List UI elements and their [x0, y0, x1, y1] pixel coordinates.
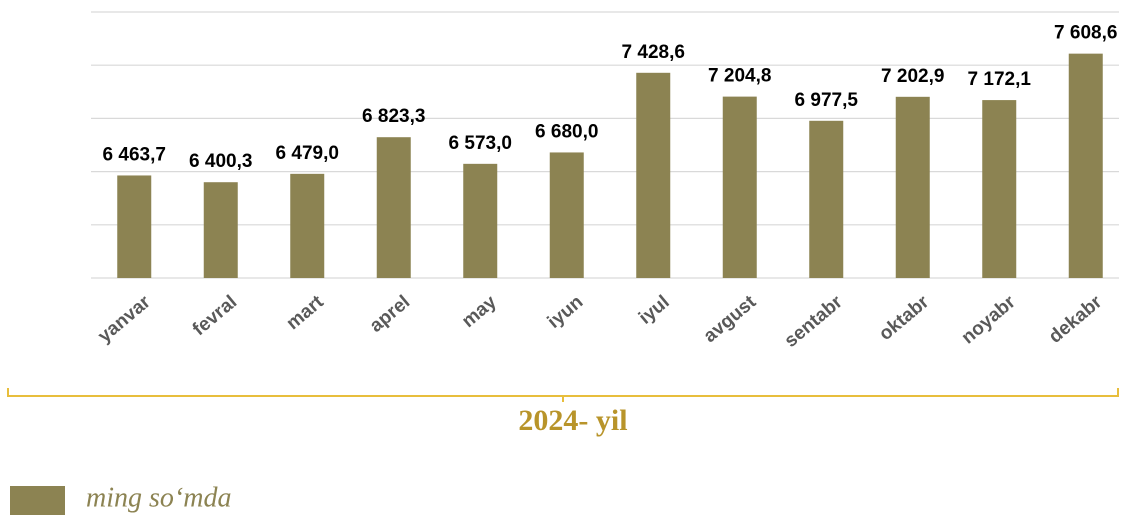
x-tick-label: fevral — [189, 292, 241, 341]
bar — [463, 163, 498, 278]
x-tick-label: mart — [283, 291, 329, 334]
legend-label: ming so‘mda — [86, 482, 231, 513]
x-tick-label: avgust — [700, 291, 761, 347]
x-tick-label: aprel — [366, 292, 414, 337]
bar — [376, 137, 411, 278]
value-label: 6 823,3 — [362, 106, 425, 127]
value-label: 6 463,7 — [103, 144, 166, 165]
value-label: 7 608,6 — [1054, 23, 1117, 44]
value-label: 7 428,6 — [622, 42, 685, 63]
value-label: 6 479,0 — [276, 143, 339, 164]
value-label: 7 204,8 — [708, 66, 771, 87]
x-tick-label: iyul — [635, 292, 674, 329]
bar — [722, 96, 757, 278]
bar — [549, 152, 584, 278]
bar — [1068, 53, 1103, 278]
value-label: 6 977,5 — [795, 90, 859, 111]
bar — [290, 173, 325, 278]
bar — [809, 120, 844, 278]
legend-swatch — [10, 486, 65, 515]
bar — [895, 96, 930, 279]
value-label: 6 400,3 — [189, 151, 252, 172]
value-label: 7 202,9 — [881, 66, 944, 87]
x-tick-label: noyabr — [958, 291, 1020, 348]
bar — [117, 175, 152, 278]
value-label: 6 680,0 — [535, 121, 598, 142]
x-tick-label: dekabr — [1045, 291, 1107, 348]
x-tick-label: may — [458, 291, 501, 332]
annotation: 2024- yil — [518, 404, 627, 437]
x-tick-label: iyun — [544, 292, 587, 333]
bar — [203, 182, 238, 278]
value-label: 7 172,1 — [968, 69, 1032, 90]
x-tick-label: sentabr — [781, 291, 848, 352]
bar — [636, 72, 671, 278]
bar — [982, 100, 1017, 278]
value-label: 6 573,0 — [449, 133, 512, 154]
bracket — [7, 388, 1119, 402]
x-tick-label: yanvar — [94, 291, 155, 347]
x-tick-label: oktabr — [875, 291, 933, 345]
